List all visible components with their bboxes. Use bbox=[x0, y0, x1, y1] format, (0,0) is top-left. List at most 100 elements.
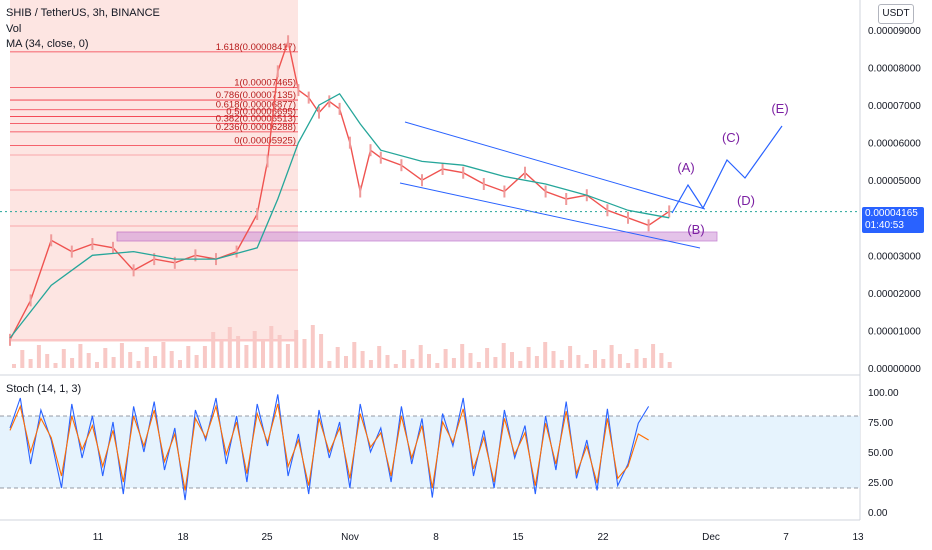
volume-bar bbox=[78, 344, 83, 368]
stoch-tick-label: 100.00 bbox=[868, 388, 899, 399]
volume-bar bbox=[460, 344, 465, 368]
volume-bar bbox=[111, 357, 116, 368]
volume-bar bbox=[194, 355, 199, 368]
price-tick-label: 0.00003000 bbox=[868, 251, 921, 262]
ma-series-line bbox=[9, 92, 670, 339]
time-tick-label: 22 bbox=[597, 532, 609, 543]
price-tick-label: 0.00009000 bbox=[868, 26, 921, 37]
countdown-timer: 01:40:53 bbox=[865, 220, 904, 231]
volume-bar bbox=[551, 351, 556, 368]
current-price-value: 0.00004165 bbox=[865, 208, 918, 219]
volume-bar bbox=[427, 354, 431, 368]
wave-label: (D) bbox=[737, 193, 755, 208]
stoch-legend: Stoch (14, 1, 3) bbox=[6, 383, 82, 395]
volume-bar bbox=[377, 346, 382, 368]
volume-bar bbox=[435, 363, 440, 368]
wave-label: (A) bbox=[677, 160, 694, 175]
price-tick-label: 0.00008000 bbox=[868, 64, 921, 75]
volume-bar bbox=[634, 349, 639, 368]
volume-bar bbox=[659, 353, 664, 368]
fib-level-label: 0.382(0.00006513) bbox=[216, 113, 296, 124]
fib-level-label: 0.618(0.00006877) bbox=[216, 100, 296, 111]
wave-label: (B) bbox=[687, 222, 704, 237]
volume-bar bbox=[252, 331, 257, 368]
volume-bar bbox=[103, 348, 108, 368]
volume-bar bbox=[510, 352, 514, 368]
price-tick-label: 0.00005000 bbox=[868, 176, 921, 187]
volume-bar bbox=[294, 330, 299, 368]
volume-legend: Vol bbox=[6, 23, 22, 35]
volume-bar bbox=[393, 364, 398, 368]
volume-bar bbox=[667, 362, 672, 368]
volume-bar bbox=[335, 347, 340, 368]
volume-bar bbox=[501, 343, 506, 368]
volume-bar bbox=[28, 359, 33, 368]
volume-bar bbox=[534, 356, 539, 368]
volume-bar bbox=[418, 345, 423, 368]
price-tick-label: 0.00000000 bbox=[868, 364, 921, 375]
volume-bar bbox=[493, 357, 498, 368]
volume-bar bbox=[178, 360, 182, 368]
fib-level-label: 0.5(0.00006695) bbox=[226, 107, 296, 118]
support-zone bbox=[116, 231, 718, 242]
currency-button[interactable]: USDT bbox=[878, 4, 914, 24]
volume-bar bbox=[20, 350, 25, 368]
volume-bar bbox=[559, 360, 564, 368]
volume-bar bbox=[70, 358, 75, 368]
volume-bar bbox=[161, 342, 166, 368]
volume-bar bbox=[626, 363, 631, 368]
stoch-tick-label: 50.00 bbox=[868, 448, 893, 459]
fib-level-label: 0(0.00005925) bbox=[234, 135, 296, 146]
time-tick-label: Nov bbox=[341, 532, 359, 543]
volume-bar bbox=[285, 344, 290, 368]
volume-bar bbox=[169, 351, 174, 368]
time-tick-label: 11 bbox=[93, 532, 104, 543]
volume-bar bbox=[609, 345, 614, 368]
volume-bar bbox=[61, 349, 66, 368]
volume-bar bbox=[236, 336, 241, 368]
volume-bar bbox=[568, 346, 573, 368]
volume-bar bbox=[651, 344, 656, 368]
price-tick-label: 0.00001000 bbox=[868, 326, 921, 337]
volume-bar bbox=[12, 364, 16, 368]
volume-bar bbox=[526, 347, 531, 368]
ma-legend: MA (34, close, 0) bbox=[6, 38, 89, 50]
volume-bar bbox=[468, 353, 473, 368]
volume-bar bbox=[584, 364, 589, 368]
volume-bar bbox=[244, 345, 249, 368]
volume-bar bbox=[219, 341, 224, 368]
volume-bar bbox=[319, 334, 324, 368]
price-tick-label: 0.00006000 bbox=[868, 139, 921, 150]
wave-projection-line bbox=[671, 125, 783, 214]
volume-bar bbox=[119, 343, 124, 368]
volume-bar bbox=[543, 342, 548, 368]
volume-bar bbox=[601, 359, 606, 368]
volume-bar bbox=[95, 362, 99, 368]
volume-bar bbox=[485, 348, 490, 368]
channel-top-line bbox=[404, 121, 706, 210]
volume-bar bbox=[86, 353, 91, 368]
wave-label: (C) bbox=[722, 130, 740, 145]
volume-bar bbox=[451, 358, 456, 368]
volume-bar bbox=[385, 355, 390, 368]
volume-bar bbox=[227, 327, 232, 368]
volume-bar bbox=[642, 358, 647, 368]
volume-bar bbox=[402, 350, 407, 368]
volume-bar bbox=[344, 356, 348, 368]
stoch-tick-label: 0.00 bbox=[868, 508, 888, 519]
time-tick-label: 25 bbox=[261, 532, 273, 543]
symbol-title: SHIB / TetherUS, 3h, BINANCE bbox=[6, 7, 160, 19]
volume-bar bbox=[45, 354, 50, 368]
volume-bar bbox=[36, 345, 41, 368]
current-price-badge: 0.00004165 01:40:53 bbox=[862, 207, 924, 233]
wave-label: (E) bbox=[771, 101, 788, 116]
volume-bar bbox=[53, 363, 58, 368]
volume-bar bbox=[327, 361, 332, 368]
volume-bar bbox=[593, 350, 597, 368]
time-tick-label: 15 bbox=[512, 532, 524, 543]
volume-bar bbox=[211, 332, 216, 368]
volume-bar bbox=[310, 325, 315, 368]
volume-bar bbox=[269, 326, 274, 368]
volume-bar bbox=[617, 354, 622, 368]
